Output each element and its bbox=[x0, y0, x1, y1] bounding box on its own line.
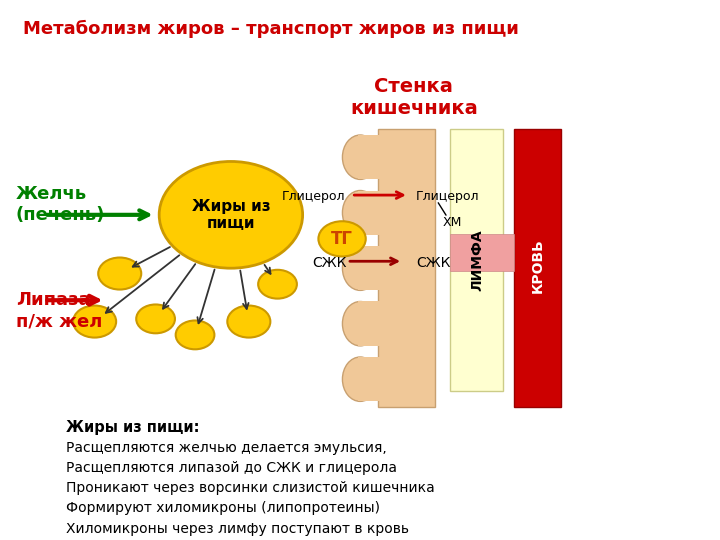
Text: Метаболизм жиров – транспорт жиров из пищи: Метаболизм жиров – транспорт жиров из пи… bbox=[23, 20, 519, 38]
Text: Проникают через ворсинки слизистой кишечника: Проникают через ворсинки слизистой кишеч… bbox=[66, 481, 435, 495]
Ellipse shape bbox=[343, 357, 378, 401]
FancyBboxPatch shape bbox=[359, 135, 380, 179]
FancyBboxPatch shape bbox=[450, 130, 503, 391]
Circle shape bbox=[176, 321, 215, 349]
FancyBboxPatch shape bbox=[359, 191, 380, 235]
FancyBboxPatch shape bbox=[450, 233, 514, 271]
Circle shape bbox=[228, 306, 270, 338]
Circle shape bbox=[159, 161, 302, 268]
Ellipse shape bbox=[343, 246, 378, 291]
Text: ЛИМФА: ЛИМФА bbox=[470, 230, 484, 291]
Text: ТГ: ТГ bbox=[331, 230, 353, 248]
Circle shape bbox=[258, 270, 297, 299]
Text: СЖК: СЖК bbox=[312, 256, 346, 270]
Text: Жиры из
пищи: Жиры из пищи bbox=[192, 199, 270, 231]
Text: СЖК: СЖК bbox=[416, 256, 450, 270]
Ellipse shape bbox=[343, 191, 378, 235]
Circle shape bbox=[98, 258, 141, 289]
Ellipse shape bbox=[343, 135, 378, 179]
Text: Жиры из пищи:: Жиры из пищи: bbox=[66, 420, 199, 435]
Circle shape bbox=[136, 305, 175, 333]
Text: Формируют хиломикроны (липопротеины): Формируют хиломикроны (липопротеины) bbox=[66, 501, 380, 515]
Text: Хиломикроны через лимфу поступают в кровь: Хиломикроны через лимфу поступают в кров… bbox=[66, 522, 409, 536]
FancyBboxPatch shape bbox=[514, 130, 561, 407]
Circle shape bbox=[73, 306, 116, 338]
FancyBboxPatch shape bbox=[378, 130, 436, 407]
Text: Желчь
(печень): Желчь (печень) bbox=[16, 185, 105, 224]
Circle shape bbox=[318, 221, 366, 256]
FancyBboxPatch shape bbox=[359, 357, 380, 401]
Text: Глицерол: Глицерол bbox=[282, 190, 345, 202]
Text: Липаза
п/ж жел: Липаза п/ж жел bbox=[16, 292, 102, 330]
Text: КРОВЬ: КРОВЬ bbox=[531, 238, 545, 293]
Text: Расщепляются липазой до СЖК и глицерола: Расщепляются липазой до СЖК и глицерола bbox=[66, 461, 397, 475]
Text: Стенка
кишечника: Стенка кишечника bbox=[350, 77, 477, 118]
FancyBboxPatch shape bbox=[359, 301, 380, 346]
Text: Глицерол: Глицерол bbox=[416, 190, 480, 202]
Text: ХМ: ХМ bbox=[443, 217, 462, 230]
FancyBboxPatch shape bbox=[359, 246, 380, 291]
Ellipse shape bbox=[343, 301, 378, 346]
Text: Расщепляются желчью делается эмульсия,: Расщепляются желчью делается эмульсия, bbox=[66, 441, 387, 455]
